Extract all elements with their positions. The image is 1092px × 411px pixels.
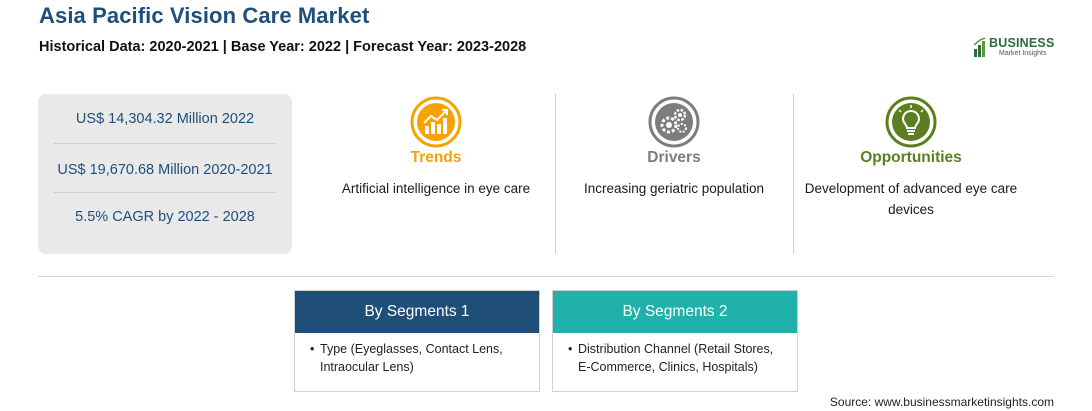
section-divider: [38, 276, 1054, 277]
segment-2-header: By Segments 2: [553, 291, 797, 333]
source-note: Source: www.businessmarketinsights.com: [829, 395, 1054, 409]
key-stats-panel: US$ 14,304.32 Million 2022 US$ 19,670.68…: [38, 94, 292, 254]
trends-title: Trends: [410, 149, 462, 166]
segment-1-text: Type (Eyeglasses, Contact Lens, Intraocu…: [320, 342, 503, 374]
lightbulb-icon: [885, 96, 937, 148]
growth-chart-icon: [410, 96, 462, 148]
gears-icon: [648, 96, 700, 148]
divider: [54, 143, 276, 144]
bar-chart-icon: [974, 37, 986, 57]
opportunities-title: Opportunities: [860, 149, 962, 166]
logo-name: BUSINESS: [989, 36, 1055, 50]
segment-1-item: • Type (Eyeglasses, Contact Lens, Intrao…: [295, 333, 539, 376]
segment-2-item: • Distribution Channel (Retail Stores, E…: [553, 333, 797, 376]
divider: [555, 94, 556, 254]
trends-description: Artificial intelligence in eye care: [341, 181, 531, 196]
divider: [54, 192, 276, 193]
drivers-title: Drivers: [647, 149, 701, 166]
bullet: •: [568, 342, 573, 356]
bullet: •: [310, 342, 315, 356]
opportunities-description: Development of advanced eye care devices: [804, 181, 1018, 217]
segment-card-1: By Segments 1 • Type (Eyeglasses, Contac…: [294, 290, 540, 392]
brand-logo: BUSINESS Market Insights: [974, 36, 1064, 60]
page-subtitle: Historical Data: 2020-2021 | Base Year: …: [39, 39, 527, 55]
divider: [793, 94, 794, 254]
drivers-description: Increasing geriatric population: [583, 181, 765, 196]
logo-subtitle: Market Insights: [999, 50, 1047, 57]
stat-market-size-historical: US$ 19,670.68 Million 2020-2021: [57, 162, 273, 178]
segment-card-2: By Segments 2 • Distribution Channel (Re…: [552, 290, 798, 392]
page-title: Asia Pacific Vision Care Market: [39, 3, 370, 28]
stat-cagr: 5.5% CAGR by 2022 - 2028: [75, 209, 255, 225]
segment-2-text: Distribution Channel (Retail Stores, E-C…: [578, 342, 774, 374]
stat-market-size-2022: US$ 14,304.32 Million 2022: [75, 111, 255, 127]
segment-1-header: By Segments 1: [295, 291, 539, 333]
